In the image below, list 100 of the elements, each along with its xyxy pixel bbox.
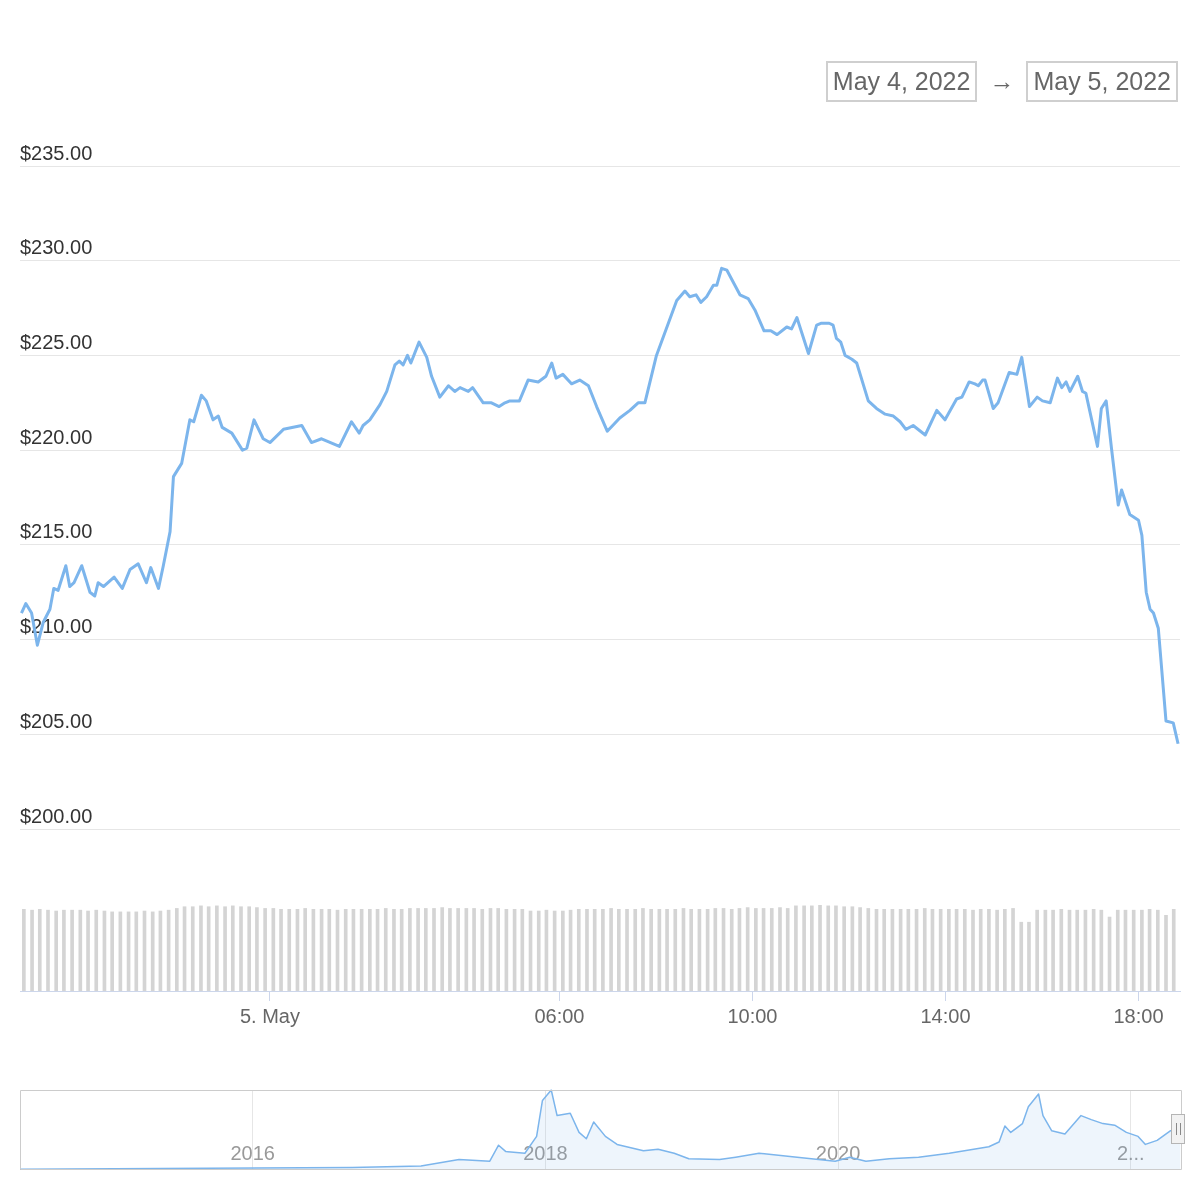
bar [303, 908, 308, 991]
bar [641, 908, 645, 991]
bar [1035, 909, 1039, 991]
x-tick-label: 14:00 [920, 1004, 971, 1027]
bar [62, 909, 66, 991]
bar [842, 906, 846, 991]
bar [255, 907, 259, 991]
bar [576, 908, 581, 991]
x-tick-label: 2018 [523, 1141, 568, 1164]
bar [174, 908, 179, 991]
bar [279, 908, 283, 991]
bar [713, 908, 718, 991]
bar [1011, 908, 1015, 991]
bar [134, 911, 139, 991]
bar [22, 908, 26, 991]
bar [1164, 914, 1168, 991]
bar [922, 908, 927, 991]
bar [802, 905, 806, 991]
bar [754, 908, 758, 991]
bar [368, 908, 372, 991]
bar [1171, 908, 1176, 991]
y-tick-label: $200.00 [20, 804, 93, 827]
bar [448, 908, 452, 991]
bar [110, 911, 114, 991]
bar [947, 908, 951, 991]
bar [78, 909, 83, 991]
bar [94, 909, 99, 991]
bar [416, 908, 420, 991]
bar [971, 909, 975, 991]
bar [995, 909, 999, 991]
bar [785, 908, 790, 991]
bar [392, 908, 396, 991]
bar [561, 910, 565, 991]
bar [1019, 921, 1024, 991]
bar [625, 908, 629, 991]
bar [30, 909, 34, 991]
bar [440, 907, 445, 991]
bar [263, 908, 267, 991]
y-tick-label: $230.00 [20, 236, 93, 259]
bar [729, 908, 734, 991]
bar [247, 906, 252, 991]
text: → [989, 67, 1015, 96]
bar [383, 908, 388, 991]
bar [834, 905, 838, 991]
bar [1131, 909, 1136, 991]
bar [882, 908, 887, 991]
bar [858, 907, 862, 991]
bar [601, 908, 605, 991]
bar [46, 909, 50, 991]
bar [633, 908, 638, 991]
bar [609, 908, 613, 991]
bar [223, 906, 227, 991]
bar [423, 908, 428, 991]
bar [536, 910, 541, 991]
bar [826, 905, 831, 991]
bar [1115, 909, 1120, 991]
bar [86, 910, 90, 991]
bar [408, 908, 412, 991]
bar [987, 908, 991, 991]
x-tick-label: 5. May [239, 1004, 300, 1027]
y-tick-label: $220.00 [20, 425, 93, 448]
bar [1059, 908, 1064, 991]
y-tick-label: $215.00 [20, 520, 93, 543]
bar [1155, 909, 1160, 991]
x-tick-label: 10:00 [727, 1004, 778, 1027]
x-tick-label: 06:00 [534, 1004, 585, 1027]
bar [230, 905, 235, 991]
bar [520, 908, 525, 991]
bar [585, 908, 589, 991]
bar [810, 905, 814, 991]
y-tick-label: $235.00 [20, 141, 93, 164]
bar [818, 905, 822, 991]
bar [689, 908, 694, 991]
bar [327, 908, 332, 991]
bar [496, 908, 501, 991]
bar [287, 908, 292, 991]
x-tick-label: 2016 [230, 1141, 275, 1164]
bar [794, 905, 798, 991]
bar [271, 908, 276, 991]
bar [37, 908, 42, 991]
x-tick-label: 18:00 [1113, 1004, 1164, 1027]
bar [472, 908, 476, 991]
text: May 5, 2022 [1026, 61, 1178, 102]
bar [778, 907, 782, 991]
bar [150, 911, 155, 991]
bar [239, 906, 243, 991]
bar [649, 908, 653, 991]
bar [866, 908, 871, 991]
bar [769, 908, 774, 991]
y-tick-label: $205.00 [20, 709, 93, 732]
bar [215, 905, 219, 991]
text: May 4, 2022 [825, 61, 978, 102]
bar [456, 908, 460, 991]
bar [962, 908, 967, 991]
bar [199, 905, 203, 991]
bar [1140, 909, 1144, 991]
bar [432, 908, 436, 991]
bar [190, 906, 195, 991]
bar [592, 908, 597, 991]
bar [616, 908, 621, 991]
